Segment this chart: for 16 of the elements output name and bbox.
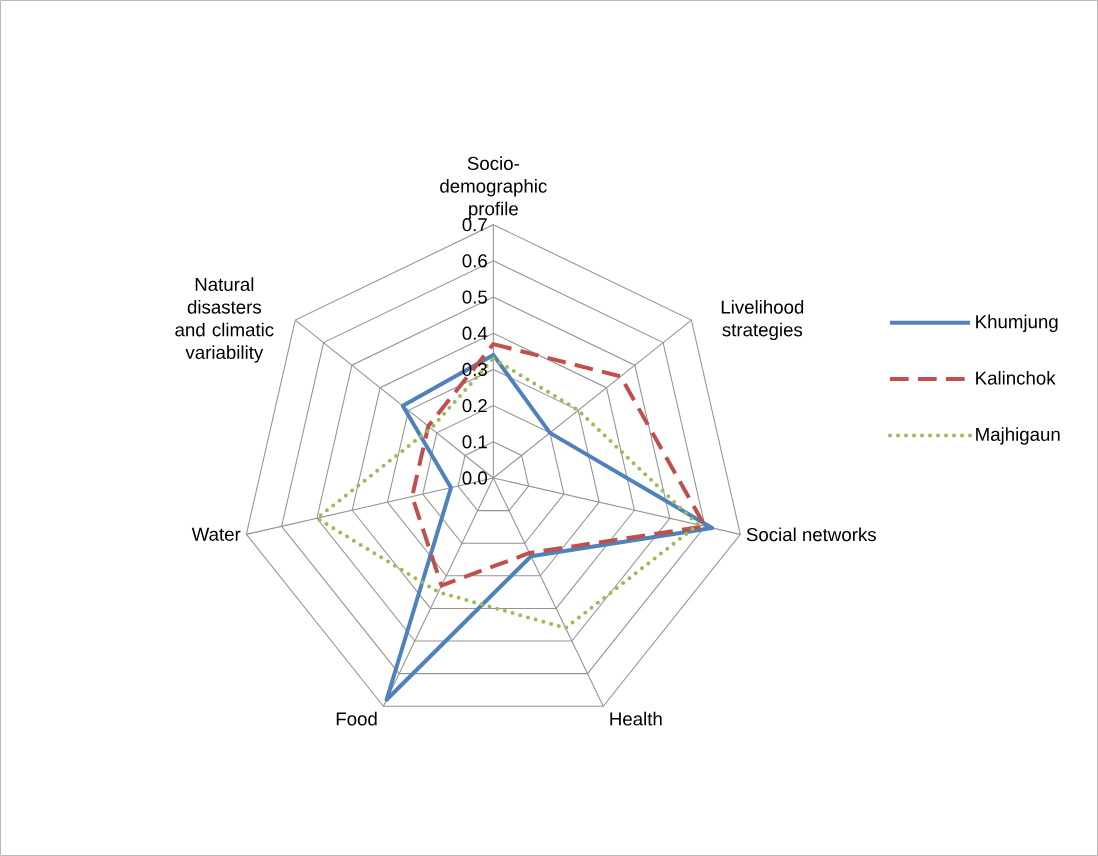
spoke-label: Water	[191, 527, 241, 541]
y-tick-label: 0.4	[462, 326, 488, 340]
y-tick-label: 0.1	[462, 435, 487, 449]
y-tick-label: 0.2	[462, 398, 487, 413]
y-tick-label: 0.7	[462, 218, 487, 232]
y-tick-label: 0.5	[462, 290, 487, 304]
legend-label: Kalinchok	[976, 370, 1056, 385]
spoke-label: Social networks	[746, 527, 876, 542]
spoke-label: Natural disasters and climatic variability	[175, 277, 274, 363]
legend-label: Majhigaun	[976, 427, 1060, 445]
y-tick-label: 0.6	[462, 254, 487, 268]
spoke-label: Food	[336, 711, 377, 726]
legend-label: Khumjung	[976, 314, 1058, 333]
spoke-label: Livelihood strategies	[721, 300, 804, 341]
y-tick-label: 0.0	[462, 471, 488, 485]
spoke-label: Health	[610, 711, 662, 726]
